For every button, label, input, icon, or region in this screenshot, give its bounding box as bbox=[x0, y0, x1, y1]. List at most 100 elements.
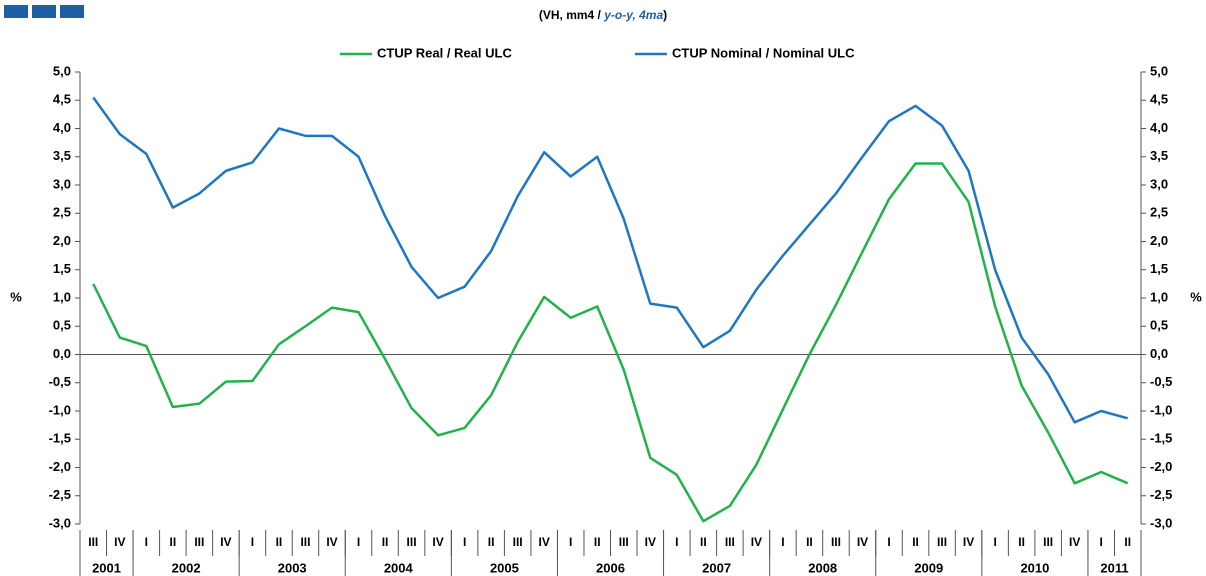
x-tick-label: I bbox=[357, 535, 360, 549]
y2-tick-label: 3,0 bbox=[1150, 176, 1168, 191]
x-tick-label: III bbox=[831, 535, 841, 549]
series-line bbox=[92, 96, 1129, 424]
logo-block bbox=[4, 5, 28, 18]
logo-block bbox=[32, 5, 56, 18]
y2-tick-label: -0,5 bbox=[1150, 374, 1172, 389]
x-tick-label: IV bbox=[220, 535, 231, 549]
x-tick-label: IV bbox=[963, 535, 974, 549]
y2-axis-label: % bbox=[1190, 289, 1202, 304]
year-label: 2005 bbox=[490, 560, 519, 575]
year-label: 2009 bbox=[914, 560, 943, 575]
y2-tick-label: 4,0 bbox=[1150, 120, 1168, 135]
series-line bbox=[92, 162, 1129, 523]
year-label: 2010 bbox=[1020, 560, 1049, 575]
subtitle-part: y-o-y, 4ma bbox=[603, 8, 663, 22]
x-tick-label: II bbox=[170, 535, 177, 549]
x-tick-label: IV bbox=[751, 535, 762, 549]
y2-tick-label: 0,0 bbox=[1150, 346, 1168, 361]
y-tick-label: 5,0 bbox=[53, 63, 71, 78]
x-tick-label: II bbox=[806, 535, 813, 549]
x-tick-label: IV bbox=[539, 535, 550, 549]
x-tick-label: III bbox=[194, 535, 204, 549]
y-tick-label: 2,0 bbox=[53, 233, 71, 248]
y2-tick-label: -1,5 bbox=[1150, 431, 1172, 446]
y2-tick-label: -2,5 bbox=[1150, 487, 1172, 502]
y-tick-label: -2,0 bbox=[49, 459, 71, 474]
y-tick-label: 1,5 bbox=[53, 261, 71, 276]
x-tick-label: I bbox=[251, 535, 254, 549]
year-label: 2011 bbox=[1100, 560, 1128, 575]
y2-tick-label: 0,5 bbox=[1150, 318, 1168, 333]
logo-block bbox=[60, 5, 84, 18]
x-tick-label: I bbox=[887, 535, 890, 549]
x-tick-label: IV bbox=[857, 535, 868, 549]
y-tick-label: -1,0 bbox=[49, 402, 71, 417]
subtitle-part: ) bbox=[663, 8, 667, 22]
year-label: 2004 bbox=[384, 560, 414, 575]
x-tick-label: III bbox=[513, 535, 523, 549]
x-tick-label: II bbox=[912, 535, 919, 549]
x-tick-label: III bbox=[725, 535, 735, 549]
y2-tick-label: -3,0 bbox=[1150, 515, 1172, 530]
y-tick-label: 0,0 bbox=[53, 346, 71, 361]
year-label: 2003 bbox=[278, 560, 307, 575]
year-label: 2001 bbox=[92, 560, 121, 575]
y-tick-label: 4,0 bbox=[53, 120, 71, 135]
x-tick-label: IV bbox=[326, 535, 337, 549]
y2-tick-label: 1,5 bbox=[1150, 261, 1168, 276]
x-tick-label: I bbox=[675, 535, 678, 549]
x-tick-label: IV bbox=[645, 535, 656, 549]
y2-tick-label: -2,0 bbox=[1150, 459, 1172, 474]
legend-label: CTUP Nominal / Nominal ULC bbox=[672, 45, 855, 60]
x-tick-label: II bbox=[1018, 535, 1025, 549]
y-tick-label: -2,5 bbox=[49, 487, 71, 502]
x-tick-label: II bbox=[1124, 535, 1131, 549]
x-tick-label: I bbox=[463, 535, 466, 549]
y-tick-label: -3,0 bbox=[49, 515, 71, 530]
legend-label: CTUP Real / Real ULC bbox=[377, 45, 512, 60]
subtitle: (VH, mm4 / y-o-y, 4ma) bbox=[539, 8, 667, 22]
x-tick-label: IV bbox=[1069, 535, 1080, 549]
y-tick-label: 2,5 bbox=[53, 205, 71, 220]
year-label: 2007 bbox=[702, 560, 731, 575]
y2-tick-label: 3,5 bbox=[1150, 148, 1168, 163]
x-tick-label: III bbox=[88, 535, 98, 549]
subtitle-part: (VH, mm4 / bbox=[539, 8, 604, 22]
y2-tick-label: 2,5 bbox=[1150, 205, 1168, 220]
y2-tick-label: 1,0 bbox=[1150, 289, 1168, 304]
y-tick-label: 1,0 bbox=[53, 289, 71, 304]
x-tick-label: I bbox=[993, 535, 996, 549]
y-tick-label: 3,5 bbox=[53, 148, 71, 163]
x-tick-label: III bbox=[937, 535, 947, 549]
y-axis-label: % bbox=[10, 289, 22, 304]
x-tick-label: I bbox=[781, 535, 784, 549]
y2-tick-label: 5,0 bbox=[1150, 63, 1168, 78]
x-tick-label: IV bbox=[114, 535, 125, 549]
y2-tick-label: 4,5 bbox=[1150, 92, 1168, 107]
y2-tick-label: 2,0 bbox=[1150, 233, 1168, 248]
year-label: 2008 bbox=[808, 560, 837, 575]
x-tick-label: I bbox=[569, 535, 572, 549]
x-tick-label: II bbox=[382, 535, 389, 549]
x-tick-label: III bbox=[619, 535, 629, 549]
x-tick-label: III bbox=[300, 535, 310, 549]
x-tick-label: II bbox=[594, 535, 601, 549]
y2-tick-label: -1,0 bbox=[1150, 402, 1172, 417]
x-tick-label: III bbox=[1043, 535, 1053, 549]
x-tick-label: II bbox=[276, 535, 283, 549]
logo bbox=[4, 5, 84, 18]
x-tick-label: I bbox=[1100, 535, 1103, 549]
y-tick-label: 4,5 bbox=[53, 92, 71, 107]
year-label: 2006 bbox=[596, 560, 625, 575]
y-tick-label: 3,0 bbox=[53, 176, 71, 191]
x-tick-label: II bbox=[488, 535, 495, 549]
x-tick-label: IV bbox=[432, 535, 443, 549]
y-tick-label: -0,5 bbox=[49, 374, 71, 389]
x-tick-label: I bbox=[145, 535, 148, 549]
x-tick-label: II bbox=[700, 535, 707, 549]
y-tick-label: 0,5 bbox=[53, 318, 71, 333]
x-tick-label: III bbox=[407, 535, 417, 549]
year-label: 2002 bbox=[172, 560, 201, 575]
y-tick-label: -1,5 bbox=[49, 431, 71, 446]
